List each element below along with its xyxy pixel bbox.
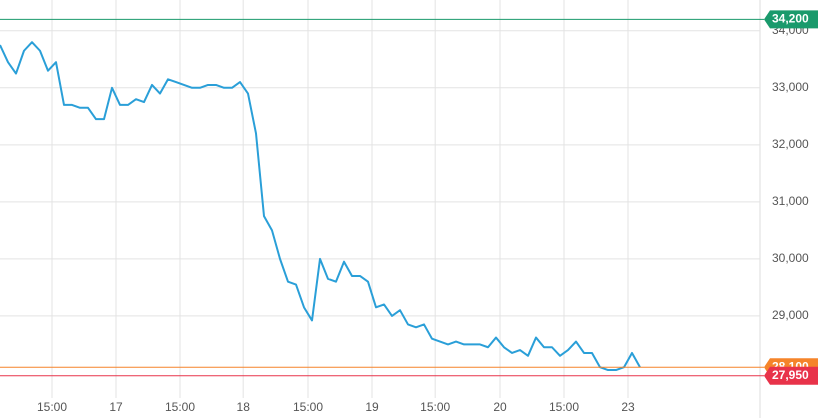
x-tick-label: 15:00 <box>37 400 67 414</box>
x-tick-label: 15:00 <box>420 400 450 414</box>
x-tick-label: 20 <box>493 400 507 414</box>
x-tick-label: 15:00 <box>165 400 195 414</box>
y-tick-label: 32,000 <box>772 137 809 151</box>
y-tick-label: 31,000 <box>772 194 809 208</box>
x-tick-label: 18 <box>237 400 251 414</box>
price-line <box>0 41 641 372</box>
x-tick-label: 15:00 <box>549 400 579 414</box>
y-tick-label: 33,000 <box>772 80 809 94</box>
x-tick-label: 17 <box>109 400 123 414</box>
price-badge <box>764 366 818 385</box>
y-tick-label: 29,000 <box>772 308 809 322</box>
price-badge <box>764 10 818 29</box>
x-tick-label: 23 <box>621 400 635 414</box>
price-badge-label: 27,950 <box>772 368 809 382</box>
x-tick-label: 19 <box>365 400 379 414</box>
x-tick-label: 15:00 <box>293 400 323 414</box>
y-tick-label: 30,000 <box>772 251 809 265</box>
price-badge-label: 34,200 <box>772 12 809 26</box>
